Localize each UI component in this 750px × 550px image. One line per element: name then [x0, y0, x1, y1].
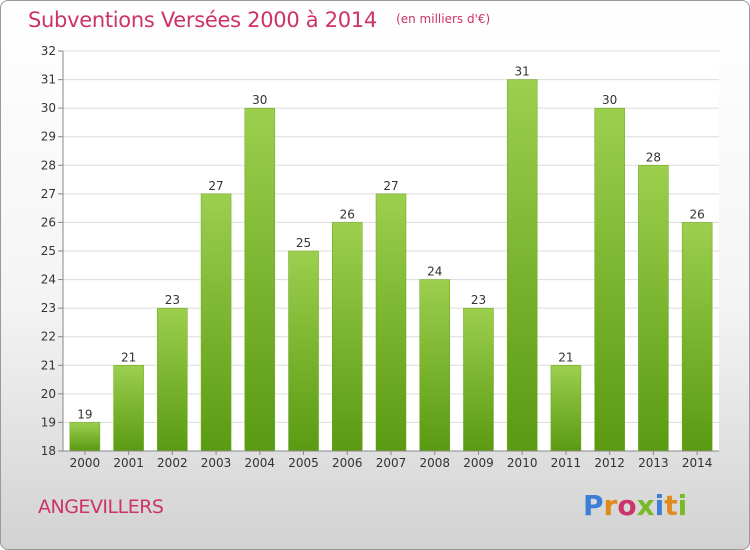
- bar: [594, 107, 625, 452]
- logo-letter: o: [617, 489, 637, 522]
- bar: [419, 279, 450, 452]
- data-label: 25: [296, 236, 311, 250]
- data-label: 23: [165, 293, 180, 307]
- data-label: 26: [340, 207, 355, 221]
- x-tick-label: 2007: [376, 456, 407, 470]
- y-tick-label: 25: [41, 244, 56, 258]
- y-tick-label: 21: [41, 358, 56, 372]
- bar: [375, 193, 407, 452]
- bar: [200, 193, 232, 452]
- y-tick-label: 27: [41, 187, 56, 201]
- y-tick-label: 18: [41, 444, 56, 458]
- x-tick-label: 2014: [682, 456, 713, 470]
- y-tick-label: 24: [41, 273, 56, 287]
- bar: [113, 365, 144, 452]
- y-tick-label: 23: [41, 301, 56, 315]
- y-tick-label: 28: [41, 158, 56, 172]
- data-label: 27: [208, 179, 223, 193]
- axis-layer: 18 19 20 21 22 23 24 25 26 27 28 29 30 31 32 2000 2001 20…: [41, 44, 719, 470]
- x-tick-label: 2002: [157, 456, 188, 470]
- y-tick-label: 32: [41, 44, 56, 58]
- commune-name: ANGEVILLERS: [38, 496, 164, 518]
- data-label: 21: [121, 350, 136, 364]
- logo-letter: i: [677, 489, 688, 522]
- logo-letter: i: [654, 489, 665, 522]
- x-tick-label: 2011: [551, 456, 582, 470]
- x-tick-label: 2006: [332, 456, 363, 470]
- y-tick-label: 30: [41, 101, 56, 115]
- x-tick-label: 2001: [113, 456, 144, 470]
- bar: [550, 365, 582, 452]
- logo-letter: r: [603, 489, 618, 522]
- x-tick-label: 2012: [594, 456, 625, 470]
- chart-title: Subventions Versées 2000 à 2014: [28, 8, 377, 32]
- x-tick-label: 2005: [288, 456, 319, 470]
- bar: [506, 79, 538, 452]
- y-tick-label: 20: [41, 387, 56, 401]
- logo-letter: t: [664, 489, 678, 522]
- bar: [288, 250, 319, 452]
- title-row: Subventions Versées 2000 à 2014 (en mill…: [28, 8, 490, 32]
- bar: [681, 222, 713, 452]
- bar: [244, 107, 276, 452]
- data-label: 23: [471, 293, 486, 307]
- bar-layer: 19 21 23 27 30 25 26 27 24 23 31 21 30 28 26: [69, 65, 713, 452]
- y-tick-label: 26: [41, 215, 56, 229]
- x-tick-label: 2013: [638, 456, 669, 470]
- x-tick-label: 2003: [201, 456, 232, 470]
- logo-letter: P: [583, 489, 604, 522]
- bar: [463, 307, 494, 452]
- y-tick-label: 19: [41, 415, 56, 429]
- bar: [157, 307, 188, 452]
- logo-letter: x: [636, 489, 655, 522]
- data-label: 26: [689, 207, 704, 221]
- x-tick-label: 2004: [245, 456, 276, 470]
- x-tick-label: 2010: [507, 456, 538, 470]
- data-label: 19: [77, 407, 92, 421]
- bar: [638, 165, 669, 452]
- x-tick-label: 2008: [419, 456, 450, 470]
- data-label: 30: [252, 93, 267, 107]
- data-label: 21: [558, 350, 573, 364]
- y-tick-label: 22: [41, 330, 56, 344]
- x-tick-label: 2000: [70, 456, 101, 470]
- x-tick-label: 2009: [463, 456, 494, 470]
- y-tick-label: 31: [41, 73, 56, 87]
- proxiti-logo: Proxiti: [583, 489, 687, 522]
- data-label: 31: [515, 65, 530, 79]
- data-label: 24: [427, 265, 442, 279]
- data-label: 27: [383, 179, 398, 193]
- bar: [69, 422, 101, 452]
- chart-subtitle: (en milliers d'€): [396, 12, 491, 26]
- data-label: 30: [602, 93, 617, 107]
- bar: [332, 222, 363, 452]
- y-tick-label: 29: [41, 130, 56, 144]
- data-label: 28: [646, 150, 661, 164]
